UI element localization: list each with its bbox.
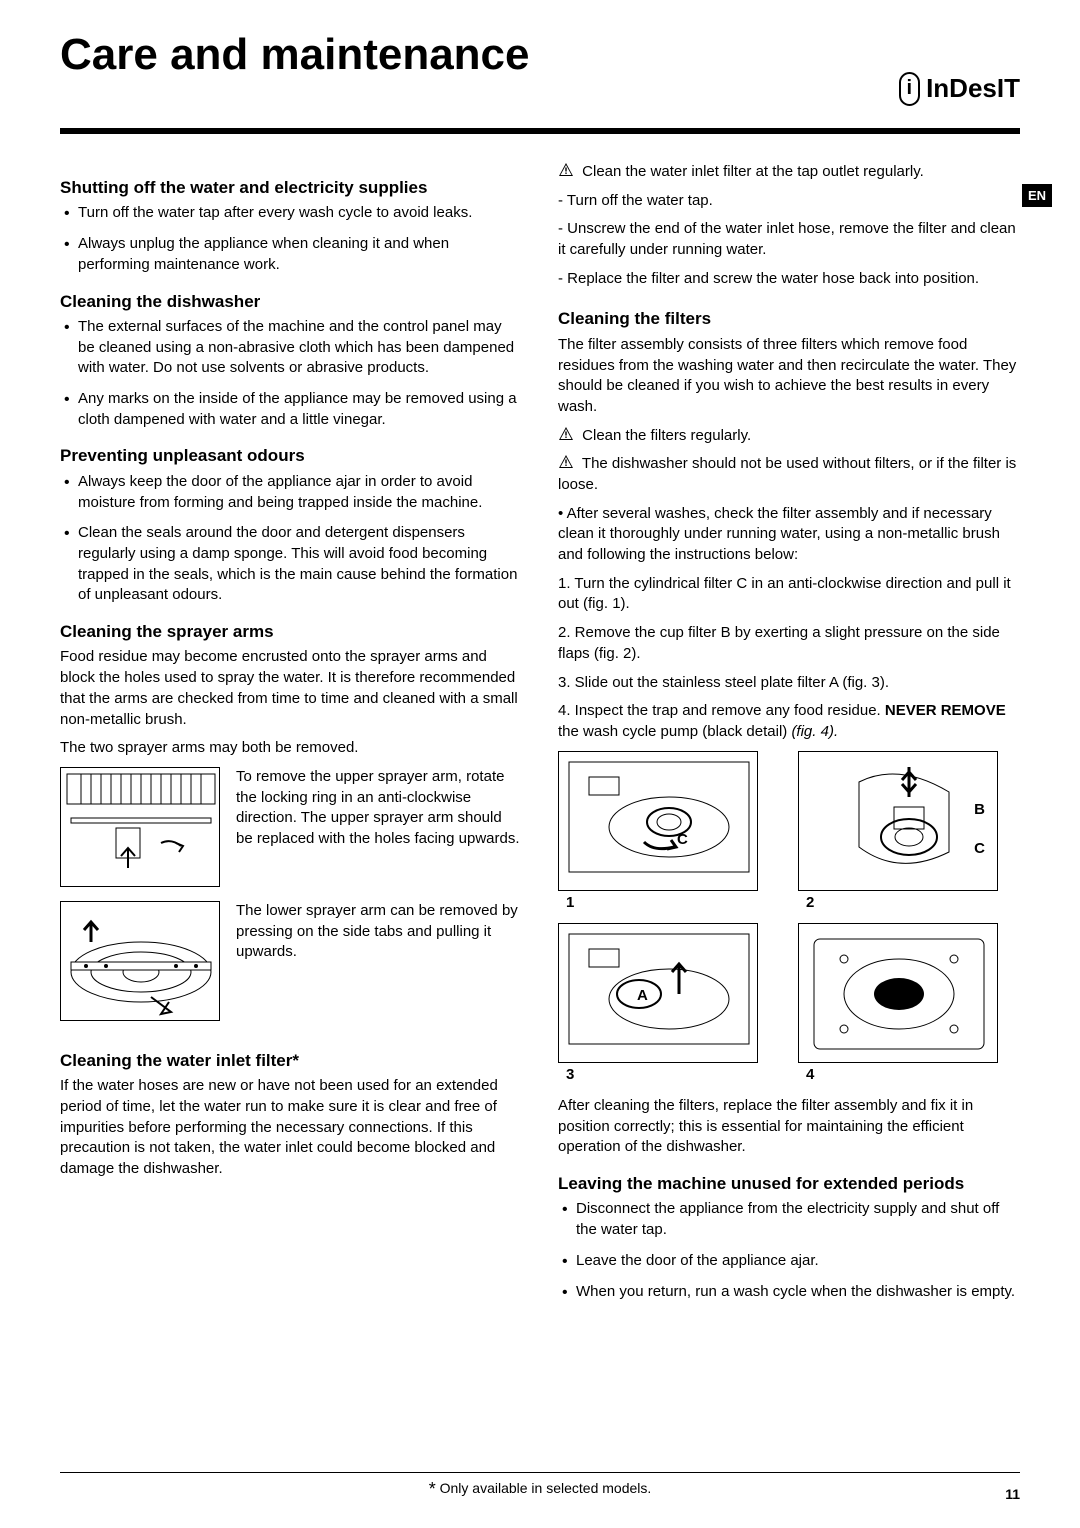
figure-cell-2: B C 2 xyxy=(798,751,1020,914)
footnote: * Only available in selected models. xyxy=(60,1479,1020,1500)
figure-caption: The lower sprayer arm can be removed by … xyxy=(236,901,522,963)
text: Clean the water inlet filter at the tap … xyxy=(582,163,924,180)
heading-cleaning-dishwasher: Cleaning the dishwasher xyxy=(60,290,522,313)
list-item: Always keep the door of the appliance aj… xyxy=(78,472,522,513)
text: Clean the filters regularly. xyxy=(582,427,751,444)
figure-label-C: C xyxy=(677,830,688,851)
text: 4. Inspect the trap and remove any food … xyxy=(558,702,885,719)
left-column: Shutting off the water and electricity s… xyxy=(60,162,522,1312)
figure-filter-2: B C xyxy=(798,751,998,891)
list-item: Always unplug the appliance when cleanin… xyxy=(78,234,522,275)
footnote-text: Only available in selected models. xyxy=(440,1480,652,1496)
figure-text-row: To remove the upper sprayer arm, rotate … xyxy=(60,767,522,887)
list-item: The external surfaces of the machine and… xyxy=(78,317,522,379)
heading-odours: Preventing unpleasant odours xyxy=(60,444,522,467)
heading-inlet-filter: Cleaning the water inlet filter* xyxy=(60,1049,522,1072)
filter-figures-grid: C 1 B C 2 xyxy=(558,751,1020,1086)
content-columns: Shutting off the water and electricity s… xyxy=(60,162,1020,1312)
paragraph: - Unscrew the end of the water inlet hos… xyxy=(558,219,1020,260)
paragraph: The dishwasher should not be used withou… xyxy=(558,454,1020,495)
list-item: Disconnect the appliance from the electr… xyxy=(576,1199,1020,1240)
list-item: When you return, run a wash cycle when t… xyxy=(576,1282,1020,1303)
figure-number: 1 xyxy=(558,893,780,914)
paragraph: 1. Turn the cylindrical filter C in an a… xyxy=(558,574,1020,615)
paragraph: 4. Inspect the trap and remove any food … xyxy=(558,701,1020,742)
warning-icon xyxy=(558,426,574,442)
heading-cleaning-filters: Cleaning the filters xyxy=(558,307,1020,330)
figure-number: 3 xyxy=(558,1065,780,1086)
paragraph: The two sprayer arms may both be removed… xyxy=(60,738,522,759)
brand-icon: i xyxy=(899,72,921,106)
right-column: Clean the water inlet filter at the tap … xyxy=(558,162,1020,1312)
brand-logo: i InDesIT xyxy=(899,70,1020,106)
brand-text: InDesIT xyxy=(926,73,1020,104)
figure-cell-3: A 3 xyxy=(558,923,780,1086)
list-unused: Disconnect the appliance from the electr… xyxy=(558,1199,1020,1302)
list-item: Any marks on the inside of the appliance… xyxy=(78,389,522,430)
figure-caption: To remove the upper sprayer arm, rotate … xyxy=(236,767,522,850)
paragraph: - Turn off the water tap. xyxy=(558,191,1020,212)
paragraph: Clean the filters regularly. xyxy=(558,426,1020,447)
figure-filter-3: A xyxy=(558,923,758,1063)
figure-lower-sprayer xyxy=(60,901,220,1021)
warning-icon xyxy=(558,162,574,178)
figure-label-B: B xyxy=(974,800,985,821)
paragraph: 2. Remove the cup filter B by exerting a… xyxy=(558,623,1020,664)
figure-filter-4 xyxy=(798,923,998,1063)
asterisk-icon: * xyxy=(429,1479,436,1499)
paragraph: If the water hoses are new or have not b… xyxy=(60,1076,522,1179)
list-odours: Always keep the door of the appliance aj… xyxy=(60,472,522,606)
page-number: 11 xyxy=(1005,1486,1020,1502)
heading-sprayer-arms: Cleaning the sprayer arms xyxy=(60,620,522,643)
paragraph: Food residue may become encrusted onto t… xyxy=(60,647,522,730)
figure-cell-1: C 1 xyxy=(558,751,780,914)
text: The dishwasher should not be used withou… xyxy=(558,455,1016,493)
list-shutting-off: Turn off the water tap after every wash … xyxy=(60,203,522,275)
language-badge: EN xyxy=(1022,184,1052,207)
figure-label-A: A xyxy=(637,986,648,1007)
heading-unused: Leaving the machine unused for extended … xyxy=(558,1172,1020,1195)
header-divider xyxy=(60,128,1020,134)
figure-upper-sprayer xyxy=(60,767,220,887)
text-italic: (fig. 4). xyxy=(791,723,838,740)
list-item: Clean the seals around the door and dete… xyxy=(78,523,522,606)
paragraph: After cleaning the filters, replace the … xyxy=(558,1096,1020,1158)
figure-number: 4 xyxy=(798,1065,1020,1086)
figure-label-C: C xyxy=(974,839,985,860)
heading-shutting-off: Shutting off the water and electricity s… xyxy=(60,176,522,199)
warning-icon xyxy=(558,454,574,470)
list-cleaning-dishwasher: The external surfaces of the machine and… xyxy=(60,317,522,430)
list-item: Turn off the water tap after every wash … xyxy=(78,203,522,224)
paragraph: • After several washes, check the filter… xyxy=(558,504,1020,566)
paragraph: The filter assembly consists of three fi… xyxy=(558,335,1020,418)
paragraph: Clean the water inlet filter at the tap … xyxy=(558,162,1020,183)
text: the wash cycle pump (black detail) xyxy=(558,723,791,740)
list-item: Leave the door of the appliance ajar. xyxy=(576,1251,1020,1272)
figure-filter-1: C xyxy=(558,751,758,891)
paragraph: 3. Slide out the stainless steel plate f… xyxy=(558,673,1020,694)
figure-cell-4: 4 xyxy=(798,923,1020,1086)
page-title: Care and maintenance xyxy=(60,30,1020,80)
figure-text-row: The lower sprayer arm can be removed by … xyxy=(60,901,522,1021)
text-bold: NEVER REMOVE xyxy=(885,702,1006,719)
footer-divider xyxy=(60,1472,1020,1473)
footer: * Only available in selected models. 11 xyxy=(60,1460,1020,1500)
figure-number: 2 xyxy=(798,893,1020,914)
paragraph: - Replace the filter and screw the water… xyxy=(558,269,1020,290)
